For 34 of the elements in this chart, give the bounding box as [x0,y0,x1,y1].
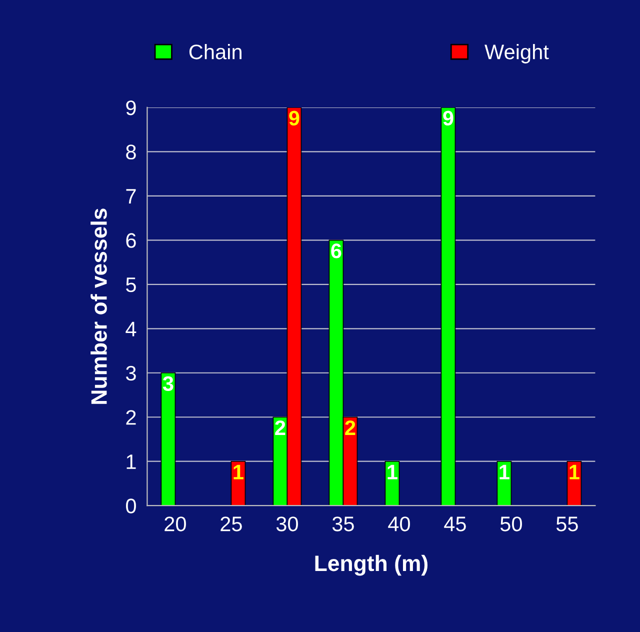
y-tick-label: 7 [126,189,136,204]
y-tick-label: 0 [126,498,136,514]
y-axis-title: Number of vessels [90,208,107,404]
x-tick-label: 40 [388,516,410,532]
x-tick-label: 50 [500,516,522,532]
x-tick-label: 20 [164,516,186,532]
data-label: 9 [289,110,300,126]
x-tick-label: 25 [220,516,242,532]
bar [160,372,176,506]
data-label: 2 [345,420,356,436]
data-label: 1 [234,464,244,480]
data-label: 6 [331,244,342,258]
y-tick-label: 5 [126,278,136,292]
x-tick-label: 55 [556,516,578,532]
data-label: 2 [275,420,286,436]
x-tick-label: 35 [332,516,354,532]
y-tick-label: 4 [126,322,136,336]
x-tick-label: 45 [444,516,466,532]
data-label: 1 [570,464,580,480]
data-label: 1 [388,464,398,480]
y-tick-label: 8 [126,144,136,160]
y-tick-label: 1 [126,454,136,469]
y-tick-label: 2 [126,410,136,425]
data-label: 9 [443,110,454,126]
data-label: 1 [500,464,510,480]
y-tick-label: 3 [126,366,136,381]
legend-label: Weight [484,44,549,64]
y-tick-label: 9 [126,100,136,116]
data-label: 3 [162,376,174,392]
x-tick-label: 30 [276,516,298,532]
legend-label: Chain [189,44,242,60]
bar [440,107,456,506]
x-axis-title: Length (m) [315,554,428,576]
y-tick-label: 6 [126,233,136,248]
